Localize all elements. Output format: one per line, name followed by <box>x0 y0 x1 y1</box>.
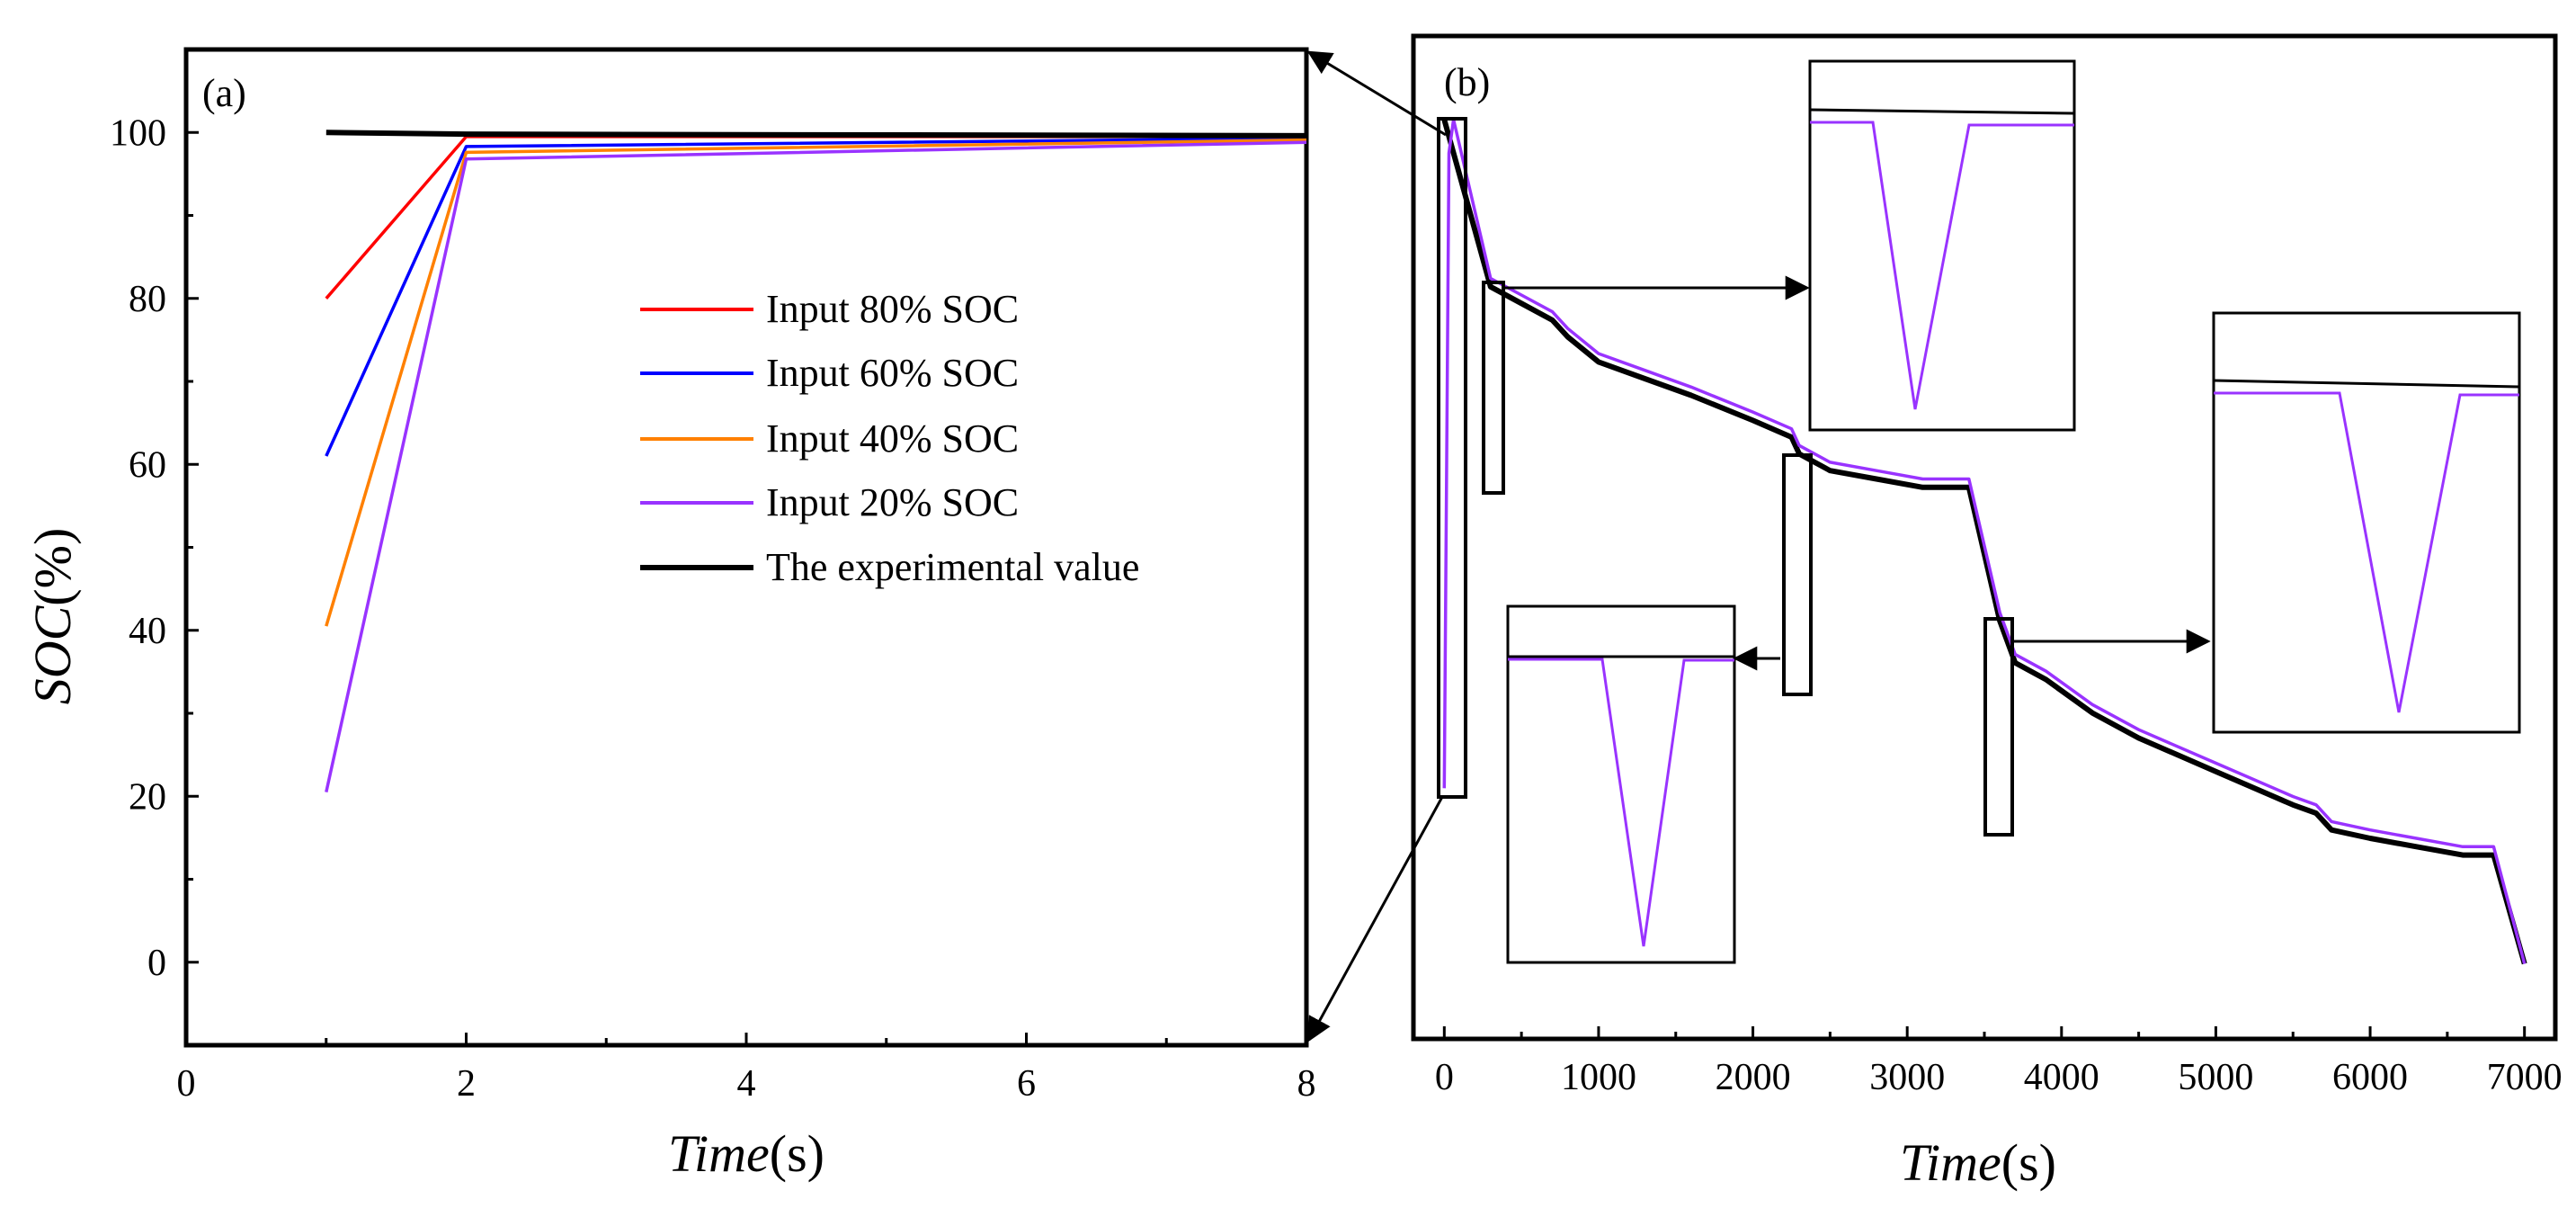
panel-a-y-tick-label: 80 <box>129 279 166 320</box>
legend-label-input-60: Input 60% SOC <box>766 351 1019 395</box>
panel-b-x-tick-label: 4000 <box>2024 1057 2099 1098</box>
legend-label-input-40: Input 40% SOC <box>766 416 1019 461</box>
panel-b-x-axis-title: Time(s) <box>1900 1133 2056 1192</box>
inset-300s-frame <box>1808 59 2076 432</box>
panel-a-x-tick-label: 0 <box>177 1063 196 1105</box>
panel-a-x-tick-label: 2 <box>457 1063 476 1105</box>
highlight-box-2300s <box>1782 453 1813 696</box>
panel-b-x-tick-label: 2000 <box>1716 1057 1791 1098</box>
highlight-box-3600s <box>1983 617 2014 837</box>
panel-a-series-input-20-soc <box>325 140 1307 792</box>
legend-label-input-20: Input 20% SOC <box>766 480 1019 524</box>
highlight-box-300s <box>1482 281 1505 495</box>
inset-300s-experimental-line <box>1809 108 2075 115</box>
inset-3600s-input-20-line <box>2214 391 2519 713</box>
panel-a-series-input-80-soc <box>325 135 1306 300</box>
panel-a-y-tick-label: 0 <box>147 943 166 984</box>
inset-zoom-300s <box>1808 59 2076 432</box>
panel-a-y-tick-label: 20 <box>129 776 166 818</box>
panel-a-series-input-40-soc <box>325 138 1307 627</box>
inset-2300s-input-20-line <box>1508 658 1734 947</box>
connector-arrow-bottom <box>1307 796 1444 1043</box>
legend-label-input-80: Input 80% SOC <box>766 287 1019 331</box>
panel-a-y-tick-label: 40 <box>129 611 166 652</box>
panel-a-y-tick-label: 100 <box>110 112 166 154</box>
panel-a-x-tick-label: 6 <box>1017 1063 1036 1105</box>
panel-a-y-axis-title: SOC(%) <box>23 528 82 705</box>
inset-zoom-3600s <box>2212 311 2521 734</box>
panel-a-x-axis-title: Time(s) <box>668 1124 824 1183</box>
inset-3600s-frame <box>2212 311 2521 734</box>
inset-3600s-experimental-line <box>2213 379 2520 389</box>
highlight-box-start <box>1437 117 1467 799</box>
panel-b-x-tick-label: 6000 <box>2332 1057 2408 1098</box>
panel-a-legend: Input 80% SOC Input 60% SOC Input 40% SO… <box>640 287 1139 589</box>
panel-a-series-the-experimental-value <box>325 130 1307 139</box>
panel-a-x-tick-label: 4 <box>737 1063 756 1105</box>
panel-b-series-input-20-soc <box>1442 118 2527 964</box>
legend-label-experimental: The experimental value <box>766 545 1139 589</box>
panel-b: (b) 0 1000 2000 3000 4000 5000 6000 7000 Time(s… <box>1411 33 2563 1192</box>
panel-a-tag: (a) <box>202 71 246 115</box>
inset-zoom-2300s <box>1506 604 1736 964</box>
panel-b-x-tick-label: 1000 <box>1561 1057 1636 1098</box>
panel-a-series-input-60-soc <box>325 136 1307 457</box>
panel-b-series-the-experimental-value <box>1441 119 2527 965</box>
panel-b-x-tick-label: 3000 <box>1869 1057 1945 1098</box>
panel-a-x-tick-label: 8 <box>1297 1063 1316 1105</box>
panel-b-ticks: 0 1000 2000 3000 4000 5000 6000 7000 <box>1435 1026 2563 1098</box>
panel-b-x-tick-label: 7000 <box>2487 1057 2563 1098</box>
inset-300s-input-20-line <box>1810 121 2074 410</box>
panel-b-x-tick-label: 5000 <box>2178 1057 2253 1098</box>
connector-arrow-top <box>1306 50 1447 137</box>
panel-a-y-tick-label: 60 <box>129 444 166 486</box>
panel-b-x-tick-label: 0 <box>1435 1057 1454 1098</box>
panel-b-series <box>1441 118 2527 965</box>
panel-b-tag: (b) <box>1444 60 1490 104</box>
panel-a-series <box>325 130 1307 792</box>
